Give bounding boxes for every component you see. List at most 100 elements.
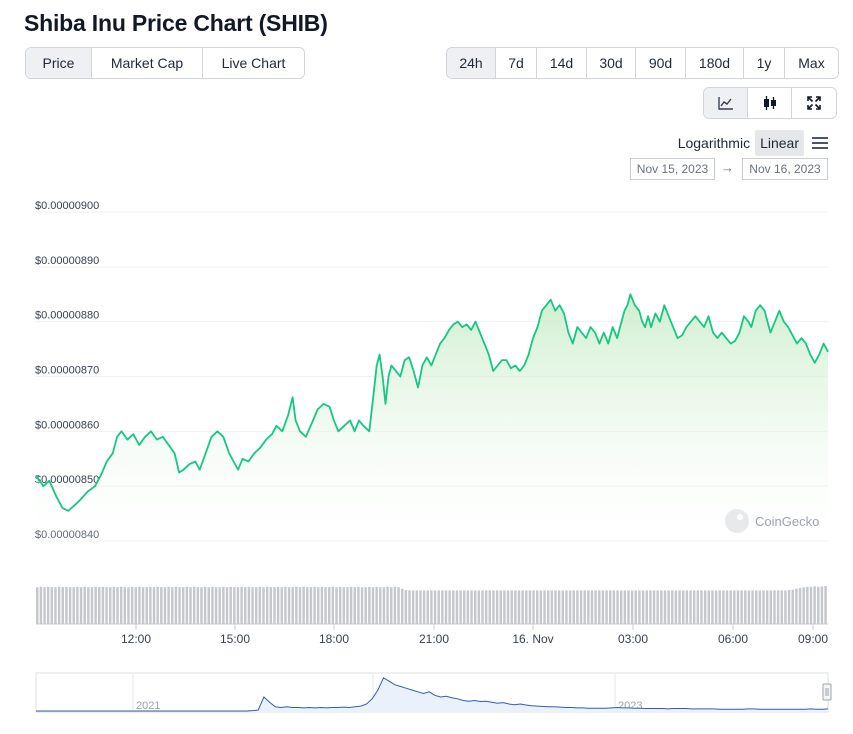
fullscreen-button[interactable] xyxy=(792,88,836,118)
volume-bar xyxy=(630,590,634,624)
volume-bar xyxy=(521,590,524,624)
volume-bar xyxy=(685,590,689,624)
x-tick-label: 03:00 xyxy=(618,632,648,646)
candlestick-button[interactable] xyxy=(748,88,792,118)
volume-bar xyxy=(262,587,265,624)
volume-bar xyxy=(145,587,148,624)
volume-bar xyxy=(200,587,203,624)
date-to-input[interactable]: Nov 16, 2023 xyxy=(742,158,828,180)
volume-bar xyxy=(357,586,360,624)
tab-price[interactable]: Price xyxy=(26,48,92,78)
x-tick-label: 12:00 xyxy=(121,632,151,646)
volume-bar xyxy=(671,590,674,624)
volume-bar xyxy=(43,587,46,624)
volume-bar xyxy=(813,586,816,624)
volume-bar xyxy=(306,587,309,624)
volume-bar xyxy=(364,587,367,624)
volume-bar xyxy=(787,590,791,624)
volume-bar xyxy=(141,587,145,624)
tab-live-chart[interactable]: Live Chart xyxy=(203,48,304,78)
volume-bar xyxy=(46,586,50,624)
volume-bar xyxy=(411,590,415,624)
volume-bar xyxy=(98,587,101,624)
volume-bar xyxy=(320,586,324,624)
volume-bar xyxy=(740,590,743,624)
volume-bar xyxy=(393,586,397,624)
volume-bar xyxy=(79,587,83,624)
watermark-text: CoinGecko xyxy=(755,514,819,529)
volume-bar xyxy=(477,590,481,624)
volume-bar xyxy=(386,586,389,624)
range-max[interactable]: Max xyxy=(785,48,838,78)
volume-bar xyxy=(291,587,294,624)
tab-market-cap[interactable]: Market Cap xyxy=(92,48,203,78)
scale-linear[interactable]: Linear xyxy=(755,130,804,156)
volume-bar xyxy=(236,587,240,624)
volume-bar xyxy=(506,590,510,624)
volume-bar xyxy=(784,590,787,624)
volume-bar xyxy=(609,590,612,624)
volume-bar xyxy=(725,590,729,624)
volume-bar xyxy=(470,590,473,624)
volume-bar xyxy=(619,590,623,624)
volume-bar xyxy=(762,590,765,624)
range-30d[interactable]: 30d xyxy=(587,48,636,78)
volume-bar xyxy=(696,590,700,624)
volume-bar xyxy=(627,590,630,624)
volume-bar xyxy=(331,586,335,624)
volume-bar xyxy=(244,587,247,624)
volume-bar xyxy=(678,590,681,624)
volume-bar xyxy=(612,590,616,624)
line-chart-button[interactable] xyxy=(704,88,748,118)
volume-bar xyxy=(539,590,543,624)
navigator-line xyxy=(36,677,829,712)
volume-bar xyxy=(371,587,375,624)
volume-bar xyxy=(481,590,484,624)
volume-bar xyxy=(652,590,656,624)
range-1y[interactable]: 1y xyxy=(744,48,785,78)
volume-bar xyxy=(466,590,470,624)
price-line xyxy=(35,293,829,512)
date-range-arrow: → xyxy=(721,160,734,175)
volume-bar xyxy=(390,587,393,624)
volume-bar xyxy=(492,590,495,624)
scale-logarithmic[interactable]: Logarithmic xyxy=(677,135,751,151)
volume-bar xyxy=(247,586,251,624)
volume-bar xyxy=(207,587,210,624)
volume-bar xyxy=(517,590,521,624)
volume-bar xyxy=(404,590,408,624)
volume-bar xyxy=(240,586,243,624)
volume-bar xyxy=(258,586,262,624)
range-90d[interactable]: 90d xyxy=(636,48,686,78)
candlestick-icon xyxy=(763,96,776,110)
volume-bar xyxy=(167,586,170,624)
chart-menu-icon[interactable] xyxy=(812,137,828,149)
navigator[interactable]: 202120222023 xyxy=(35,672,832,713)
navigator-handle[interactable] xyxy=(822,683,832,701)
x-axis-labels: 12:00 15:00 18:00 21:00 16. Nov 03:00 06:00 09:… xyxy=(121,624,828,646)
x-tick-label: 21:00 xyxy=(419,632,449,646)
volume-bar xyxy=(83,586,86,624)
range-180d[interactable]: 180d xyxy=(686,48,744,78)
date-from-input[interactable]: Nov 15, 2023 xyxy=(630,158,715,180)
volume-bar xyxy=(441,590,444,624)
volume-bar xyxy=(798,588,802,624)
volume-bar xyxy=(510,590,513,624)
volume-bar xyxy=(327,587,331,624)
volume-bar xyxy=(178,587,181,624)
range-7d[interactable]: 7d xyxy=(496,48,537,78)
volume-bar xyxy=(765,590,769,624)
y-tick-label: $0.00000860 xyxy=(35,419,99,431)
volume-bar xyxy=(554,590,557,624)
volume-bar xyxy=(218,587,221,624)
y-tick-label: $0.00000870 xyxy=(35,365,99,377)
range-24h[interactable]: 24h xyxy=(447,48,496,78)
range-14d[interactable]: 14d xyxy=(537,48,587,78)
volume-bar xyxy=(550,590,554,624)
volume-bar xyxy=(397,587,400,624)
volume-bar xyxy=(682,590,685,624)
volume-bar xyxy=(455,590,459,624)
volume-bar xyxy=(185,586,189,624)
volume-bar xyxy=(714,590,718,624)
